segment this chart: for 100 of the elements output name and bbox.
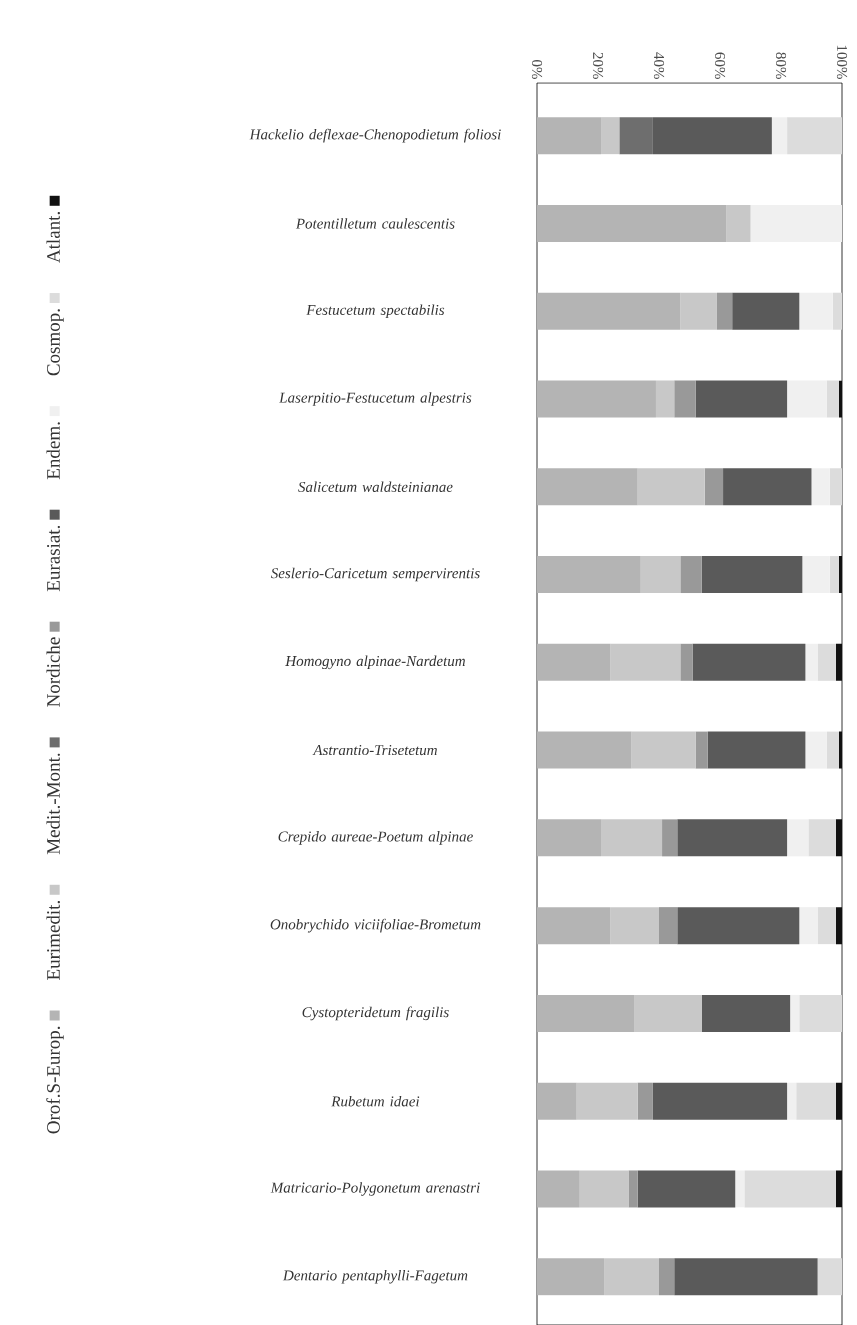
bar	[829, 556, 839, 594]
bar	[537, 380, 656, 418]
bar	[659, 907, 678, 945]
y-tick-label: Crepido aureae-Poetum alpinae	[278, 831, 473, 845]
bar	[771, 117, 788, 155]
bar	[808, 819, 836, 857]
bar	[579, 1170, 629, 1208]
bar	[838, 731, 842, 769]
bar	[835, 1170, 842, 1208]
y-tick-label: Salicetum waldsteinianae	[298, 481, 453, 493]
bar	[537, 556, 641, 594]
bar	[637, 1082, 653, 1120]
bar	[601, 819, 663, 857]
bar	[826, 380, 839, 418]
bar	[787, 117, 842, 155]
y-tick-label: Astrantio-Trisetetum	[312, 745, 437, 756]
bar	[790, 994, 800, 1032]
x-tick-label: 80%	[775, 52, 787, 79]
bar	[652, 1082, 788, 1120]
bar	[716, 292, 733, 330]
bar	[680, 556, 702, 594]
bar	[537, 204, 727, 242]
bar	[659, 1258, 675, 1296]
bar	[677, 907, 800, 945]
x-tick-label: 40%	[653, 52, 665, 79]
legend-label: Eurimedit.	[46, 901, 60, 980]
bar	[787, 380, 827, 418]
bar	[817, 907, 836, 945]
bar	[677, 819, 788, 857]
x-tick-label: 100%	[836, 45, 848, 79]
bar	[537, 907, 611, 945]
bar	[662, 819, 678, 857]
bar	[537, 292, 681, 330]
bar	[655, 380, 675, 418]
bar	[835, 1082, 842, 1120]
bar	[829, 468, 842, 506]
bar	[631, 731, 696, 769]
bar	[537, 117, 602, 155]
bar	[802, 556, 830, 594]
bar	[835, 643, 842, 681]
y-tick-label: Laserpitio-Festucetum alpestris	[279, 392, 472, 406]
legend-label: Cosmop.	[47, 309, 64, 376]
bar	[707, 731, 806, 769]
bar	[674, 1258, 818, 1296]
x-tick-label: 20%	[592, 52, 604, 79]
bar	[652, 117, 772, 155]
legend-label: Orof.S-Europ.	[46, 1026, 64, 1134]
bar	[537, 731, 632, 769]
bar	[537, 1082, 577, 1120]
bar	[701, 994, 791, 1032]
bar	[637, 1170, 736, 1208]
bar	[610, 643, 681, 681]
bar	[811, 468, 830, 506]
bar	[634, 994, 702, 1032]
y-tick-label: Onobrychido viciifoliae-Brometum	[270, 918, 481, 933]
legend-label: Eurasiat.	[47, 525, 60, 592]
y-tick-label: Festucetum spectabilis	[306, 304, 445, 319]
legend-label: Medit.-Mont.	[46, 753, 60, 855]
bar	[701, 556, 803, 594]
y-tick-label: Matricario-Polygonetum arenastri	[270, 1182, 480, 1196]
bar	[817, 643, 836, 681]
bar	[838, 556, 842, 594]
legend-label: Endem.	[46, 422, 60, 480]
bar	[695, 731, 708, 769]
bar	[619, 117, 653, 155]
y-tick-label: Homogyno alpinae-Nardetum	[285, 655, 465, 670]
bar	[537, 468, 638, 506]
x-tick-label: 60%	[714, 52, 726, 79]
y-tick-label: Dentario pentaphylli-Fagetum	[282, 1269, 468, 1284]
bar	[601, 117, 620, 155]
bar	[750, 204, 842, 242]
bar	[692, 643, 806, 681]
bar	[805, 731, 827, 769]
bar	[576, 1082, 638, 1120]
bar	[537, 1170, 580, 1208]
bar	[838, 380, 842, 418]
bar	[695, 380, 788, 418]
bar	[805, 643, 818, 681]
legend-label: Nordiche	[46, 637, 60, 707]
bar	[787, 1082, 797, 1120]
bar	[628, 1170, 638, 1208]
bar	[680, 292, 717, 330]
y-tick-label: Rubetum idaei	[331, 1095, 420, 1107]
y-tick-label: Potentilletum caulescentis	[295, 218, 455, 229]
bar	[787, 819, 809, 857]
bar	[832, 292, 842, 330]
x-tick-label: 0%	[531, 60, 543, 79]
bar	[799, 292, 833, 330]
bar	[637, 468, 705, 506]
legend-label: Atlant.	[46, 212, 60, 263]
bar	[537, 994, 635, 1032]
bar	[835, 819, 842, 857]
bar	[796, 1082, 836, 1120]
bar	[732, 292, 800, 330]
bar	[726, 204, 751, 242]
bar	[735, 1170, 745, 1208]
y-tick-label: Hackelio deflexae-Chenopodietum foliosi	[249, 128, 501, 143]
bar	[674, 380, 696, 418]
bar	[640, 556, 681, 594]
bar	[826, 731, 839, 769]
